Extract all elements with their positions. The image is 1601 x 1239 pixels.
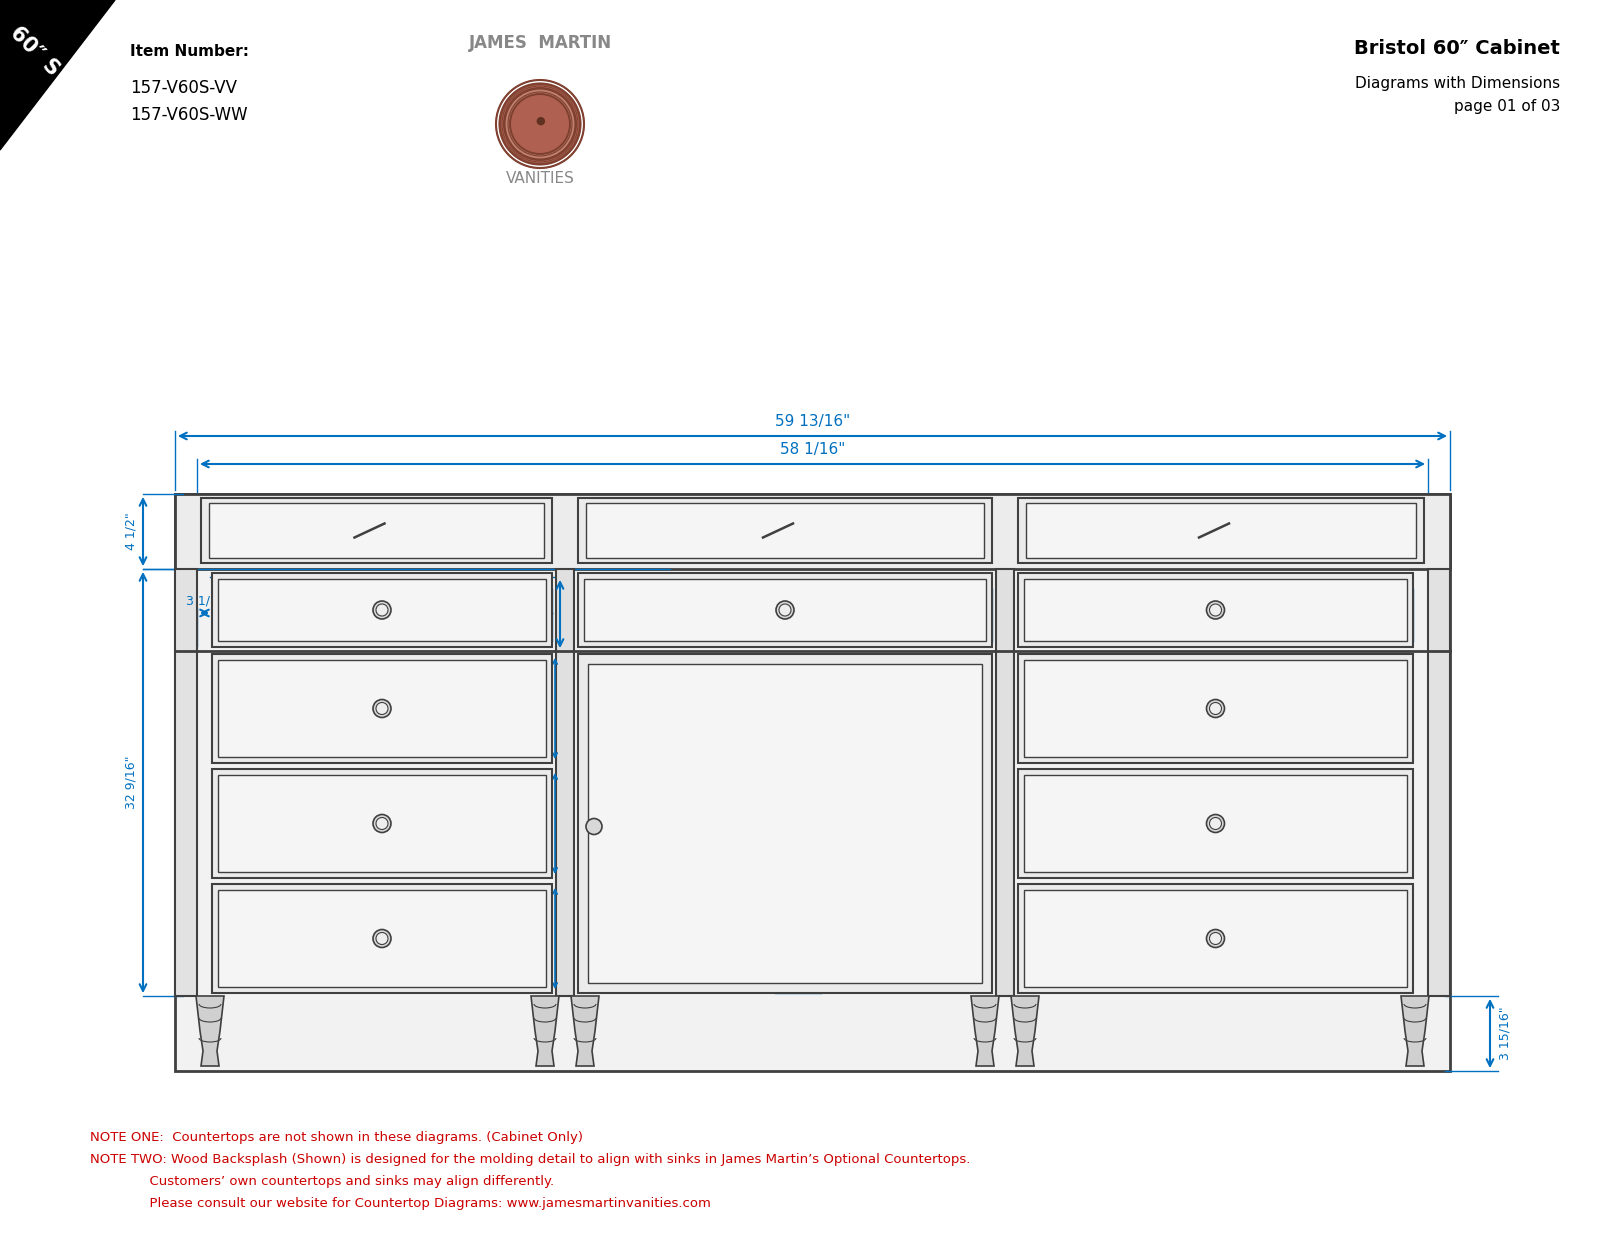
Bar xyxy=(210,503,544,558)
Text: 7": 7" xyxy=(524,817,536,830)
Text: Please consult our website for Countertop Diagrams: www.jamesmartinvanities.com: Please consult our website for Counterto… xyxy=(90,1197,711,1211)
Text: 3 15/16": 3 15/16" xyxy=(1499,1006,1511,1061)
Circle shape xyxy=(1207,601,1225,620)
Bar xyxy=(588,664,981,983)
Bar xyxy=(218,890,546,987)
Bar xyxy=(218,776,546,872)
Circle shape xyxy=(1209,933,1222,944)
Bar xyxy=(578,654,993,992)
Bar xyxy=(218,579,546,641)
Circle shape xyxy=(1207,814,1225,833)
Bar xyxy=(1025,579,1407,641)
Bar xyxy=(1428,569,1451,996)
Text: Customers’ own countertops and sinks may align differently.: Customers’ own countertops and sinks may… xyxy=(90,1175,554,1188)
Polygon shape xyxy=(572,996,599,1066)
Circle shape xyxy=(373,700,391,717)
Bar xyxy=(202,498,552,563)
Circle shape xyxy=(500,84,580,164)
Text: 157-V60S-VV: 157-V60S-VV xyxy=(130,79,237,97)
Text: 157-V60S-WW: 157-V60S-WW xyxy=(130,107,248,124)
Text: NOTE ONE:  Countertops are not shown in these diagrams. (Cabinet Only): NOTE ONE: Countertops are not shown in t… xyxy=(90,1131,583,1144)
Bar xyxy=(1026,503,1415,558)
Bar xyxy=(211,654,552,763)
Bar xyxy=(1025,890,1407,987)
Text: page 01 of 03: page 01 of 03 xyxy=(1454,99,1559,114)
Circle shape xyxy=(373,929,391,948)
Text: 4 1/2": 4 1/2" xyxy=(123,513,138,550)
Bar xyxy=(218,660,546,757)
Text: 3 1/8": 3 1/8" xyxy=(186,595,224,608)
Bar xyxy=(175,494,1451,1070)
Polygon shape xyxy=(195,996,224,1066)
Polygon shape xyxy=(1010,996,1039,1066)
Circle shape xyxy=(1209,818,1222,829)
Polygon shape xyxy=(970,996,999,1066)
Text: 32 9/16": 32 9/16" xyxy=(123,756,138,809)
Bar xyxy=(211,883,552,992)
Bar xyxy=(578,572,993,647)
Circle shape xyxy=(1209,603,1222,616)
Bar xyxy=(578,498,993,563)
Text: 14 3/16": 14 3/16" xyxy=(1190,576,1242,589)
Text: 14 3/16": 14 3/16" xyxy=(355,576,408,589)
Text: 7": 7" xyxy=(524,932,536,945)
Bar xyxy=(584,579,986,641)
Bar xyxy=(586,503,985,558)
Circle shape xyxy=(1209,703,1222,715)
Text: JAMES  MARTIN: JAMES MARTIN xyxy=(469,33,612,52)
Bar xyxy=(1018,498,1423,563)
Polygon shape xyxy=(0,0,115,150)
Bar xyxy=(175,494,1451,569)
Circle shape xyxy=(373,601,391,620)
Circle shape xyxy=(504,88,576,160)
Bar xyxy=(1018,572,1414,647)
Circle shape xyxy=(376,603,387,616)
Circle shape xyxy=(780,603,791,616)
Text: 21 3/16": 21 3/16" xyxy=(799,797,812,851)
Bar xyxy=(1025,660,1407,757)
Circle shape xyxy=(376,703,387,715)
Bar xyxy=(175,569,197,996)
Circle shape xyxy=(511,94,570,154)
Text: 58 1/16": 58 1/16" xyxy=(780,442,845,457)
Circle shape xyxy=(776,601,794,620)
Text: VANITIES: VANITIES xyxy=(506,171,575,186)
Bar xyxy=(211,572,552,647)
Bar xyxy=(211,769,552,878)
Circle shape xyxy=(376,933,387,944)
Text: ●: ● xyxy=(535,116,544,126)
Text: Item Number:: Item Number: xyxy=(130,45,250,59)
Bar xyxy=(1018,769,1414,878)
Text: NOTE TWO: Wood Backsplash (Shown) is designed for the molding detail to align wi: NOTE TWO: Wood Backsplash (Shown) is des… xyxy=(90,1154,970,1166)
Polygon shape xyxy=(532,996,559,1066)
Bar xyxy=(1018,883,1414,992)
Text: Diagrams with Dimensions: Diagrams with Dimensions xyxy=(1354,76,1559,90)
Circle shape xyxy=(376,818,387,829)
Polygon shape xyxy=(1401,996,1430,1066)
Text: 4 15/16": 4 15/16" xyxy=(543,587,556,641)
Text: 59 13/16": 59 13/16" xyxy=(775,414,850,429)
Circle shape xyxy=(373,814,391,833)
Circle shape xyxy=(586,819,602,835)
Text: Bristol 60″ Cabinet: Bristol 60″ Cabinet xyxy=(1354,38,1559,58)
Circle shape xyxy=(1207,929,1225,948)
Text: 7": 7" xyxy=(524,703,536,715)
Text: 14 3/16": 14 3/16" xyxy=(759,576,812,589)
Bar xyxy=(1025,776,1407,872)
Bar xyxy=(556,569,575,996)
Bar xyxy=(996,569,1013,996)
Circle shape xyxy=(1207,700,1225,717)
Text: 60″ S: 60″ S xyxy=(6,22,64,79)
Bar xyxy=(1018,654,1414,763)
